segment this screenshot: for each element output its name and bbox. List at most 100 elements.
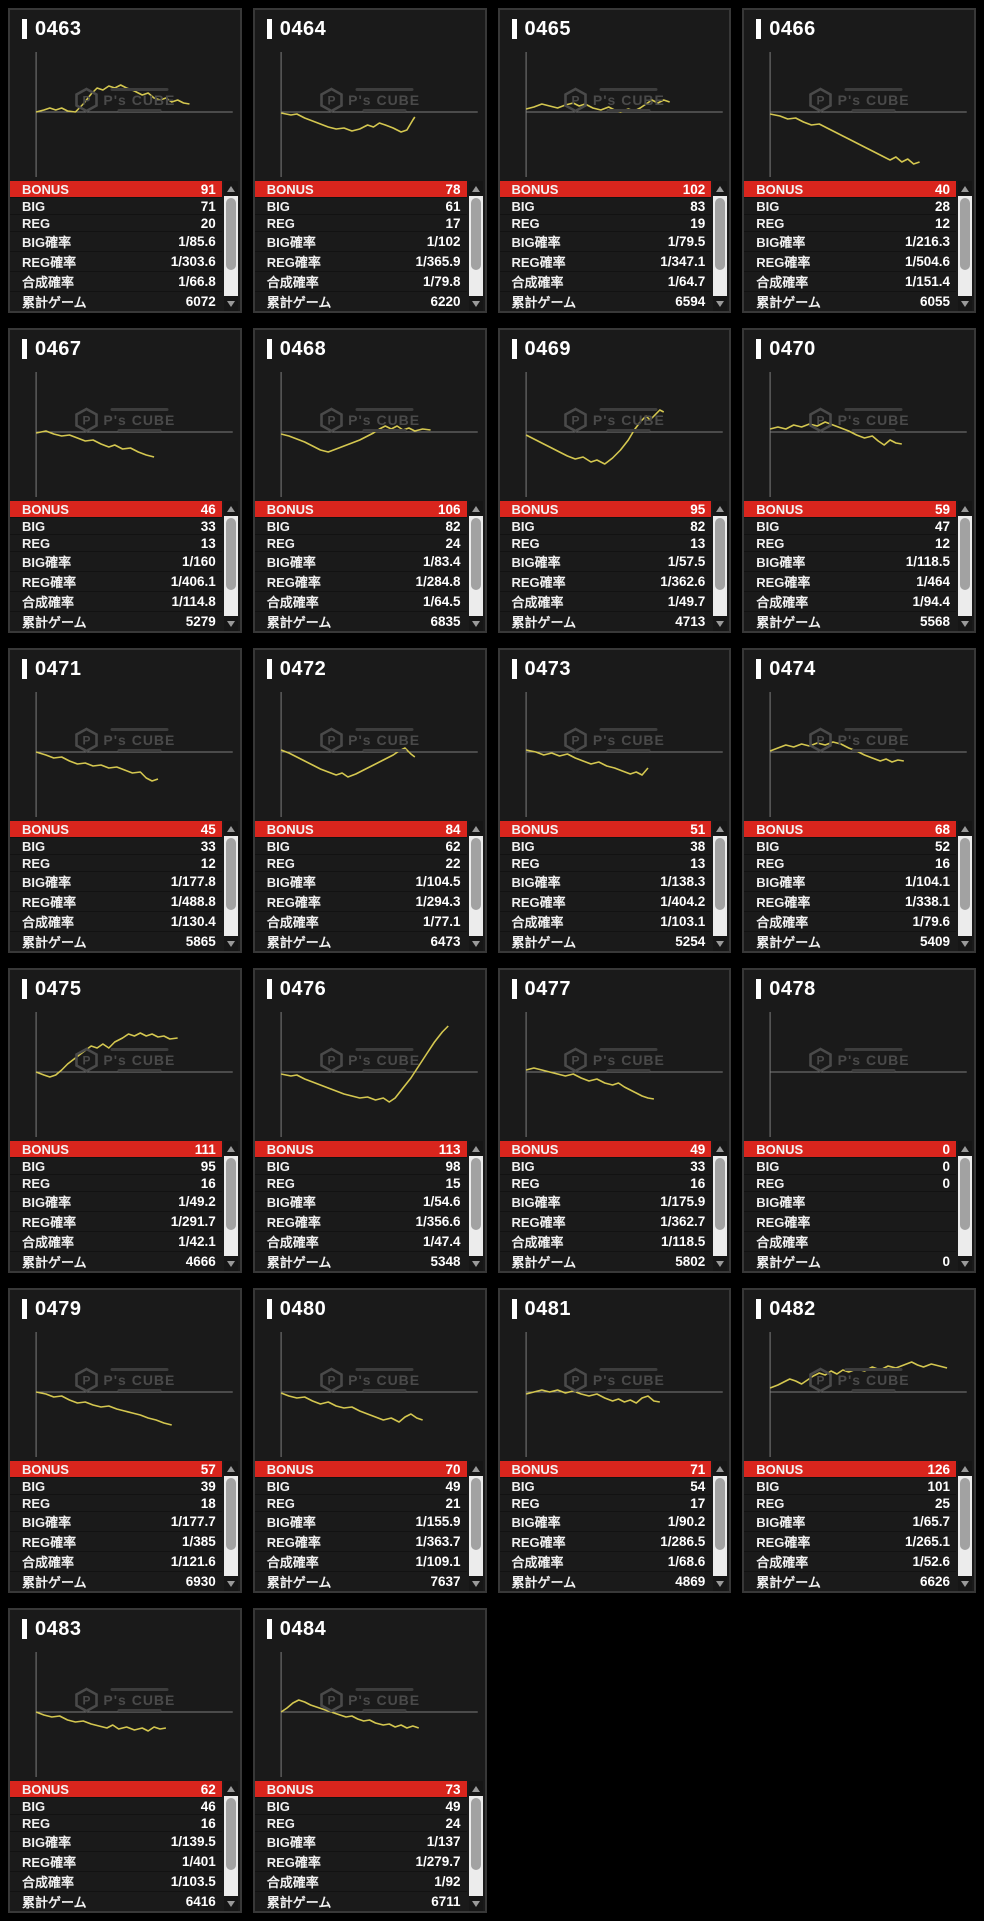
scrollbar-thumb[interactable] — [960, 1158, 970, 1230]
scroll-up-button[interactable] — [713, 181, 728, 196]
scroll-down-button[interactable] — [713, 1256, 728, 1271]
scroll-up-button[interactable] — [958, 1461, 972, 1476]
scroll-up-button[interactable] — [223, 1141, 238, 1156]
scroll-up-button[interactable] — [468, 1781, 483, 1796]
scrollbar-thumb[interactable] — [715, 518, 726, 590]
scrollbar-thumb[interactable] — [225, 1478, 236, 1550]
scrollbar-track[interactable] — [468, 1796, 483, 1896]
scroll-down-button[interactable] — [958, 616, 972, 631]
machine-card[interactable]: 0465 P P's CUBE BONUS — [497, 8, 732, 313]
scroll-down-button[interactable] — [958, 296, 972, 311]
scrollbar-track[interactable] — [223, 1796, 238, 1896]
scroll-up-button[interactable] — [223, 1781, 238, 1796]
scrollbar-thumb[interactable] — [470, 1158, 481, 1230]
scrollbar-thumb[interactable] — [225, 518, 236, 590]
machine-card[interactable]: 0481 P P's CUBE BONUS — [497, 1288, 732, 1593]
scroll-down-button[interactable] — [223, 616, 238, 631]
scroll-up-button[interactable] — [223, 181, 238, 196]
scrollbar-thumb[interactable] — [470, 518, 481, 590]
scroll-down-button[interactable] — [468, 1256, 483, 1271]
table-scrollbar[interactable] — [223, 821, 238, 951]
machine-card[interactable]: 0472 P P's CUBE BONUS — [252, 648, 487, 953]
scrollbar-track[interactable] — [223, 836, 238, 936]
scroll-up-button[interactable] — [958, 181, 972, 196]
machine-card[interactable]: 0471 P P's CUBE BONUS — [8, 648, 242, 953]
scroll-up-button[interactable] — [958, 821, 972, 836]
scroll-up-button[interactable] — [223, 1461, 238, 1476]
scrollbar-track[interactable] — [958, 516, 972, 616]
scroll-down-button[interactable] — [468, 936, 483, 951]
machine-card[interactable]: 0482 P P's CUBE BONUS — [742, 1288, 976, 1593]
scrollbar-track[interactable] — [958, 1476, 972, 1576]
scrollbar-thumb[interactable] — [470, 838, 481, 910]
scrollbar-track[interactable] — [713, 516, 728, 616]
table-scrollbar[interactable] — [958, 1461, 972, 1591]
table-scrollbar[interactable] — [468, 1781, 483, 1911]
machine-card[interactable]: 0483 P P's CUBE BONUS — [8, 1608, 242, 1913]
scrollbar-track[interactable] — [713, 196, 728, 296]
scroll-down-button[interactable] — [223, 1256, 238, 1271]
scroll-down-button[interactable] — [958, 1576, 972, 1591]
scrollbar-track[interactable] — [468, 516, 483, 616]
table-scrollbar[interactable] — [468, 821, 483, 951]
scroll-up-button[interactable] — [468, 821, 483, 836]
scroll-up-button[interactable] — [223, 821, 238, 836]
scroll-up-button[interactable] — [468, 181, 483, 196]
scrollbar-thumb[interactable] — [225, 838, 236, 910]
scrollbar-track[interactable] — [958, 836, 972, 936]
scrollbar-thumb[interactable] — [225, 1158, 236, 1230]
scroll-up-button[interactable] — [713, 1461, 728, 1476]
machine-card[interactable]: 0463 P P's CUBE BONUS — [8, 8, 242, 313]
machine-card[interactable]: 0480 P P's CUBE BONUS — [252, 1288, 487, 1593]
scrollbar-track[interactable] — [468, 836, 483, 936]
scrollbar-thumb[interactable] — [225, 1798, 236, 1870]
scroll-down-button[interactable] — [223, 1896, 238, 1911]
scrollbar-track[interactable] — [468, 1156, 483, 1256]
table-scrollbar[interactable] — [223, 501, 238, 631]
scroll-down-button[interactable] — [223, 936, 238, 951]
scroll-up-button[interactable] — [468, 501, 483, 516]
scrollbar-thumb[interactable] — [715, 1158, 726, 1230]
machine-card[interactable]: 0466 P P's CUBE BONUS — [742, 8, 976, 313]
machine-card[interactable]: 0484 P P's CUBE BONUS — [252, 1608, 487, 1913]
scroll-down-button[interactable] — [468, 1896, 483, 1911]
scrollbar-track[interactable] — [468, 1476, 483, 1576]
scroll-up-button[interactable] — [713, 821, 728, 836]
scrollbar-thumb[interactable] — [470, 1478, 481, 1550]
table-scrollbar[interactable] — [713, 821, 728, 951]
scroll-down-button[interactable] — [223, 296, 238, 311]
scroll-down-button[interactable] — [958, 1256, 972, 1271]
scrollbar-track[interactable] — [223, 196, 238, 296]
scrollbar-thumb[interactable] — [960, 838, 970, 910]
machine-card[interactable]: 0470 P P's CUBE BONUS — [742, 328, 976, 633]
scrollbar-track[interactable] — [223, 516, 238, 616]
machine-card[interactable]: 0477 P P's CUBE BONUS — [497, 968, 732, 1273]
scrollbar-track[interactable] — [713, 836, 728, 936]
scrollbar-thumb[interactable] — [225, 198, 236, 270]
machine-card[interactable]: 0476 P P's CUBE BONUS — [252, 968, 487, 1273]
scroll-down-button[interactable] — [713, 1576, 728, 1591]
scrollbar-track[interactable] — [713, 1156, 728, 1256]
scroll-up-button[interactable] — [713, 501, 728, 516]
scrollbar-thumb[interactable] — [715, 838, 726, 910]
scroll-up-button[interactable] — [468, 1461, 483, 1476]
scroll-down-button[interactable] — [958, 936, 972, 951]
machine-card[interactable]: 0475 P P's CUBE BONUS — [8, 968, 242, 1273]
scrollbar-thumb[interactable] — [715, 1478, 726, 1550]
machine-card[interactable]: 0478 P P's CUBE BONUS — [742, 968, 976, 1273]
scroll-up-button[interactable] — [223, 501, 238, 516]
machine-card[interactable]: 0468 P P's CUBE BONUS — [252, 328, 487, 633]
table-scrollbar[interactable] — [958, 181, 972, 311]
table-scrollbar[interactable] — [958, 1141, 972, 1271]
scroll-down-button[interactable] — [713, 936, 728, 951]
scroll-down-button[interactable] — [713, 296, 728, 311]
table-scrollbar[interactable] — [958, 501, 972, 631]
scrollbar-track[interactable] — [468, 196, 483, 296]
machine-card[interactable]: 0479 P P's CUBE BONUS — [8, 1288, 242, 1593]
table-scrollbar[interactable] — [958, 821, 972, 951]
scrollbar-track[interactable] — [223, 1156, 238, 1256]
scrollbar-track[interactable] — [223, 1476, 238, 1576]
scrollbar-thumb[interactable] — [470, 198, 481, 270]
table-scrollbar[interactable] — [468, 1141, 483, 1271]
scrollbar-track[interactable] — [958, 1156, 972, 1256]
